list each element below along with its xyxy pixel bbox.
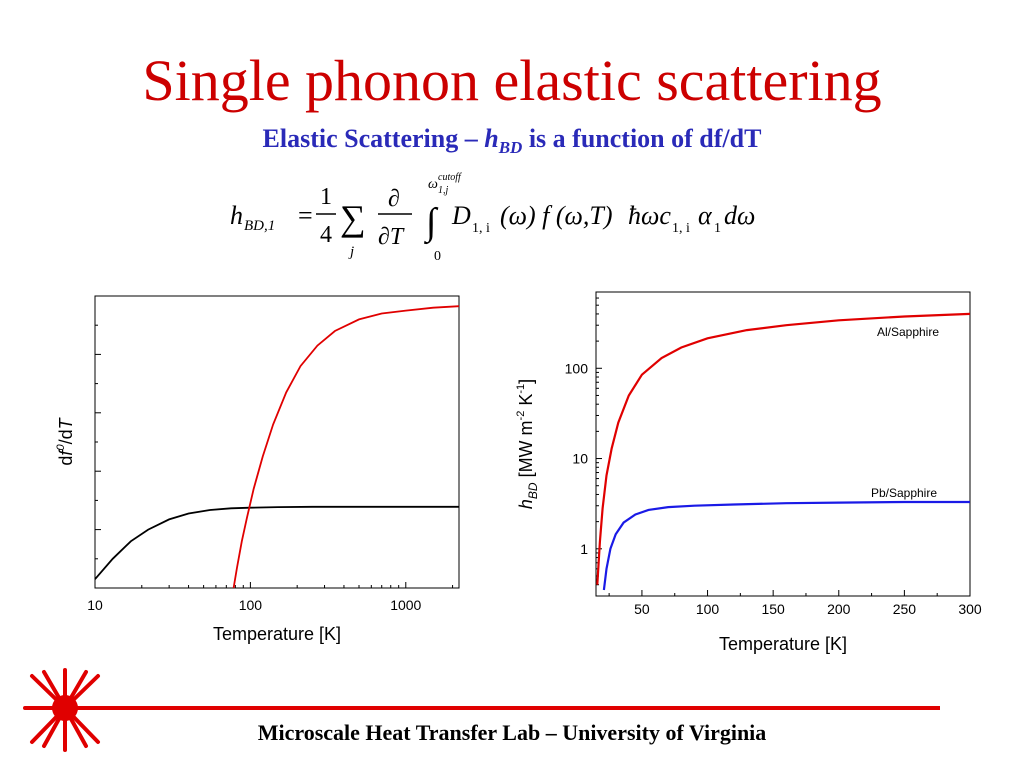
eq-integrand-body: (ω) f (ω,T) (500, 201, 613, 230)
subtitle-bd: BD (498, 138, 523, 158)
chart2-x-tick-label: 200 (827, 601, 851, 617)
chart2-ylabel-h: h (516, 499, 536, 509)
eq-upper-sub: 1,j (438, 185, 449, 196)
slide-subtitle: Elastic Scattering – hBD is a function o… (0, 124, 1024, 158)
chart1-frame (94, 295, 460, 589)
chart1-ylabel-sup: 0 (55, 444, 67, 451)
chart2-ylabel: hBD [MW m-2 K-1] (515, 379, 540, 509)
chart1-x-tick-label: 10 (87, 597, 103, 613)
chart1-xlabel: Temperature [K] (213, 624, 341, 644)
eq-integrand-alpha: α (698, 201, 713, 230)
eq-integrand-d: D (451, 201, 471, 230)
eq-integrand-alpha-sub: 1 (714, 221, 721, 236)
chart1-ylabel: df0/dT (55, 416, 76, 465)
chart2-ylabel-sup1: -2 (515, 411, 527, 421)
subtitle-h: h (484, 124, 499, 153)
lab-logo-icon (23, 668, 112, 752)
eq-integrand-d-sub: 1, i (472, 221, 490, 236)
eq-equals: = (298, 201, 313, 230)
slide-title: Single phonon elastic scattering (142, 48, 882, 113)
eq-frac-den: 4 (320, 222, 332, 248)
eq-upper-sup: cutoff (438, 172, 462, 183)
eq-frac-num: 1 (320, 184, 332, 210)
chart2-label-al-sapphire: Al/Sapphire (877, 325, 939, 339)
chart2-label-pb-sapphire: Pb/Sapphire (871, 486, 937, 500)
chart2-y-tick-label: 100 (565, 360, 589, 376)
eq-partial-num: ∂ (388, 186, 400, 212)
chart1-series-line-0 (94, 505, 459, 580)
chart1-series (94, 305, 460, 589)
chart1-x-tick-label: 1000 (390, 597, 421, 613)
chart2-series (596, 312, 971, 591)
chart1-ylabel-f: f (56, 449, 76, 456)
chart2-x-tick-label: 100 (696, 601, 720, 617)
chart2-ylabel-sup2: -1 (515, 384, 527, 394)
footer-divider (30, 706, 940, 710)
chart2-ylabel-rest3: ] (516, 379, 536, 384)
eq-lower-limit: 0 (434, 249, 441, 264)
subtitle-suffix: is a function of df/dT (522, 124, 762, 153)
chart2-series-line-1 (602, 500, 970, 591)
eq-lhs-h: h (230, 201, 243, 230)
chart2-y-ticks: 1 10 100 (565, 291, 602, 597)
eq-integral: ∫ (424, 201, 439, 245)
chart2-ylabel-rest1: [MW m (516, 420, 536, 482)
chart1-x-tick-label: 100 (239, 597, 263, 613)
eq-partial-den: ∂T (378, 224, 405, 250)
chart2-y-tick-label: 10 (572, 451, 588, 467)
chart1-y-ticks (95, 295, 101, 589)
eq-lhs-sub: BD,1 (244, 218, 275, 234)
chart2-x-tick-label: 250 (893, 601, 917, 617)
eq-integrand-domega: dω (724, 201, 755, 230)
eq-integrand-hbar: ħωc (628, 201, 671, 230)
chart1-ylabel-t: T (56, 416, 76, 429)
eq-sum: ∑ (340, 198, 366, 238)
chart2-series-line-0 (596, 312, 971, 585)
chart2-x-tick-label: 50 (634, 601, 650, 617)
eq-upper-omega: ω (428, 177, 438, 192)
eq-sum-index: j (348, 244, 354, 260)
chart1-ylabel-d: d (56, 456, 76, 466)
chart1-series-line-1 (232, 305, 460, 589)
chart1-ylabel-post: /d (56, 429, 76, 444)
subtitle-prefix: Elastic Scattering – (262, 124, 485, 153)
eq-integrand-c-sub: 1, i (672, 221, 690, 236)
chart2-y-tick-label: 1 (580, 541, 588, 557)
chart2-frame (595, 291, 971, 597)
equation: h BD,1 = 1 4 ∑ j ∂ ∂T ω cutoff 1,j ∫ 0 D… (230, 172, 755, 264)
chart2-x-tick-label: 300 (958, 601, 982, 617)
logo-center (52, 695, 78, 721)
chart2-ylabel-sub: BD (526, 482, 540, 499)
chart1-x-ticks: 10 100 1000 (87, 582, 454, 613)
footer-text: Microscale Heat Transfer Lab – Universit… (257, 720, 767, 745)
chart2-xlabel: Temperature [K] (719, 634, 847, 654)
chart2-x-ticks: 50 100 150 200 250 300 (608, 590, 982, 617)
chart2-x-tick-label: 150 (761, 601, 785, 617)
chart2-ylabel-rest2: K (516, 394, 536, 411)
